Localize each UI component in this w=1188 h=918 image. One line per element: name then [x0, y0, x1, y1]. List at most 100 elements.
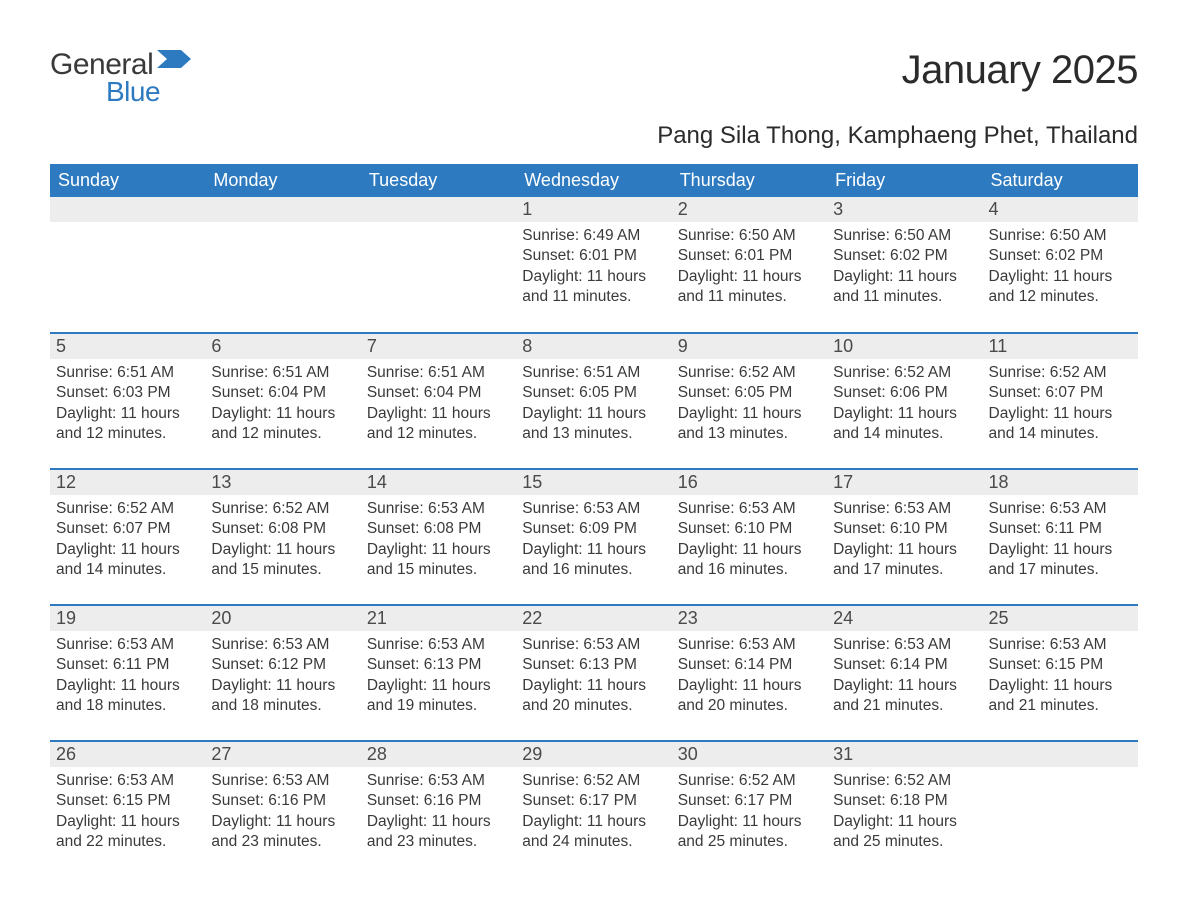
calendar-day-cell	[50, 197, 205, 333]
day-number: 15	[516, 470, 671, 495]
daylight-text-line1: Daylight: 11 hours	[56, 676, 199, 696]
day-details: Sunrise: 6:52 AMSunset: 6:06 PMDaylight:…	[827, 359, 982, 451]
sunset-text: Sunset: 6:04 PM	[211, 383, 354, 403]
calendar-day-cell: 27Sunrise: 6:53 AMSunset: 6:16 PMDayligh…	[205, 741, 360, 877]
sunrise-text: Sunrise: 6:53 AM	[56, 771, 199, 791]
daylight-text-line2: and 13 minutes.	[678, 424, 821, 444]
day-number	[983, 742, 1138, 767]
sunset-text: Sunset: 6:07 PM	[56, 519, 199, 539]
day-header: Tuesday	[361, 164, 516, 197]
sunrise-text: Sunrise: 6:53 AM	[367, 499, 510, 519]
daylight-text-line2: and 16 minutes.	[522, 560, 665, 580]
day-header: Sunday	[50, 164, 205, 197]
sunset-text: Sunset: 6:08 PM	[211, 519, 354, 539]
day-details: Sunrise: 6:51 AMSunset: 6:03 PMDaylight:…	[50, 359, 205, 451]
daylight-text-line2: and 25 minutes.	[833, 832, 976, 852]
daylight-text-line2: and 11 minutes.	[833, 287, 976, 307]
daylight-text-line2: and 20 minutes.	[522, 696, 665, 716]
sunset-text: Sunset: 6:17 PM	[678, 791, 821, 811]
sunset-text: Sunset: 6:15 PM	[56, 791, 199, 811]
location-label: Pang Sila Thong, Kamphaeng Phet, Thailan…	[50, 122, 1138, 150]
daylight-text-line2: and 21 minutes.	[989, 696, 1132, 716]
sunrise-text: Sunrise: 6:51 AM	[522, 363, 665, 383]
calendar-day-cell: 22Sunrise: 6:53 AMSunset: 6:13 PMDayligh…	[516, 605, 671, 741]
day-number: 28	[361, 742, 516, 767]
daylight-text-line1: Daylight: 11 hours	[56, 812, 199, 832]
daylight-text-line2: and 15 minutes.	[211, 560, 354, 580]
day-number: 30	[672, 742, 827, 767]
day-details: Sunrise: 6:49 AMSunset: 6:01 PMDaylight:…	[516, 222, 671, 314]
daylight-text-line2: and 12 minutes.	[989, 287, 1132, 307]
sunrise-text: Sunrise: 6:50 AM	[678, 226, 821, 246]
day-number: 27	[205, 742, 360, 767]
day-number: 6	[205, 334, 360, 359]
day-number: 22	[516, 606, 671, 631]
daylight-text-line2: and 18 minutes.	[56, 696, 199, 716]
calendar-day-cell: 20Sunrise: 6:53 AMSunset: 6:12 PMDayligh…	[205, 605, 360, 741]
daylight-text-line2: and 20 minutes.	[678, 696, 821, 716]
sunrise-text: Sunrise: 6:53 AM	[211, 635, 354, 655]
sunset-text: Sunset: 6:16 PM	[211, 791, 354, 811]
daylight-text-line1: Daylight: 11 hours	[833, 676, 976, 696]
calendar-week-row: 12Sunrise: 6:52 AMSunset: 6:07 PMDayligh…	[50, 469, 1138, 605]
sunrise-text: Sunrise: 6:50 AM	[833, 226, 976, 246]
sunrise-text: Sunrise: 6:53 AM	[367, 771, 510, 791]
day-number	[361, 197, 516, 222]
daylight-text-line1: Daylight: 11 hours	[989, 676, 1132, 696]
logo-word-2: Blue	[106, 76, 191, 108]
daylight-text-line1: Daylight: 11 hours	[833, 267, 976, 287]
daylight-text-line2: and 17 minutes.	[989, 560, 1132, 580]
daylight-text-line1: Daylight: 11 hours	[522, 267, 665, 287]
daylight-text-line1: Daylight: 11 hours	[522, 540, 665, 560]
day-details	[983, 767, 1138, 777]
sunrise-text: Sunrise: 6:53 AM	[211, 771, 354, 791]
day-number: 1	[516, 197, 671, 222]
day-details: Sunrise: 6:50 AMSunset: 6:02 PMDaylight:…	[983, 222, 1138, 314]
sunrise-text: Sunrise: 6:53 AM	[833, 635, 976, 655]
daylight-text-line2: and 11 minutes.	[522, 287, 665, 307]
day-number	[50, 197, 205, 222]
sunrise-text: Sunrise: 6:50 AM	[989, 226, 1132, 246]
calendar-table: Sunday Monday Tuesday Wednesday Thursday…	[50, 164, 1138, 877]
day-number: 7	[361, 334, 516, 359]
day-details: Sunrise: 6:52 AMSunset: 6:08 PMDaylight:…	[205, 495, 360, 587]
daylight-text-line1: Daylight: 11 hours	[833, 404, 976, 424]
day-number: 25	[983, 606, 1138, 631]
sunrise-text: Sunrise: 6:52 AM	[211, 499, 354, 519]
sunset-text: Sunset: 6:04 PM	[367, 383, 510, 403]
sunrise-text: Sunrise: 6:53 AM	[678, 499, 821, 519]
day-number: 16	[672, 470, 827, 495]
day-details: Sunrise: 6:53 AMSunset: 6:10 PMDaylight:…	[827, 495, 982, 587]
day-header: Saturday	[983, 164, 1138, 197]
day-number: 17	[827, 470, 982, 495]
daylight-text-line1: Daylight: 11 hours	[989, 404, 1132, 424]
daylight-text-line2: and 23 minutes.	[211, 832, 354, 852]
calendar-day-cell: 1Sunrise: 6:49 AMSunset: 6:01 PMDaylight…	[516, 197, 671, 333]
day-details: Sunrise: 6:50 AMSunset: 6:01 PMDaylight:…	[672, 222, 827, 314]
calendar-day-cell: 17Sunrise: 6:53 AMSunset: 6:10 PMDayligh…	[827, 469, 982, 605]
day-number: 24	[827, 606, 982, 631]
sunrise-text: Sunrise: 6:53 AM	[989, 499, 1132, 519]
daylight-text-line1: Daylight: 11 hours	[833, 540, 976, 560]
daylight-text-line1: Daylight: 11 hours	[56, 540, 199, 560]
daylight-text-line2: and 17 minutes.	[833, 560, 976, 580]
sunrise-text: Sunrise: 6:53 AM	[522, 635, 665, 655]
calendar-day-cell: 23Sunrise: 6:53 AMSunset: 6:14 PMDayligh…	[672, 605, 827, 741]
daylight-text-line1: Daylight: 11 hours	[211, 676, 354, 696]
day-details: Sunrise: 6:53 AMSunset: 6:12 PMDaylight:…	[205, 631, 360, 723]
sunrise-text: Sunrise: 6:53 AM	[56, 635, 199, 655]
day-number: 11	[983, 334, 1138, 359]
daylight-text-line1: Daylight: 11 hours	[678, 267, 821, 287]
sunrise-text: Sunrise: 6:51 AM	[56, 363, 199, 383]
daylight-text-line2: and 11 minutes.	[678, 287, 821, 307]
calendar-day-cell: 16Sunrise: 6:53 AMSunset: 6:10 PMDayligh…	[672, 469, 827, 605]
day-number: 21	[361, 606, 516, 631]
daylight-text-line1: Daylight: 11 hours	[678, 540, 821, 560]
calendar-day-cell: 19Sunrise: 6:53 AMSunset: 6:11 PMDayligh…	[50, 605, 205, 741]
calendar-day-cell: 26Sunrise: 6:53 AMSunset: 6:15 PMDayligh…	[50, 741, 205, 877]
calendar-day-cell: 15Sunrise: 6:53 AMSunset: 6:09 PMDayligh…	[516, 469, 671, 605]
day-details: Sunrise: 6:52 AMSunset: 6:17 PMDaylight:…	[672, 767, 827, 859]
calendar-day-cell	[361, 197, 516, 333]
day-details: Sunrise: 6:51 AMSunset: 6:04 PMDaylight:…	[205, 359, 360, 451]
day-number: 4	[983, 197, 1138, 222]
